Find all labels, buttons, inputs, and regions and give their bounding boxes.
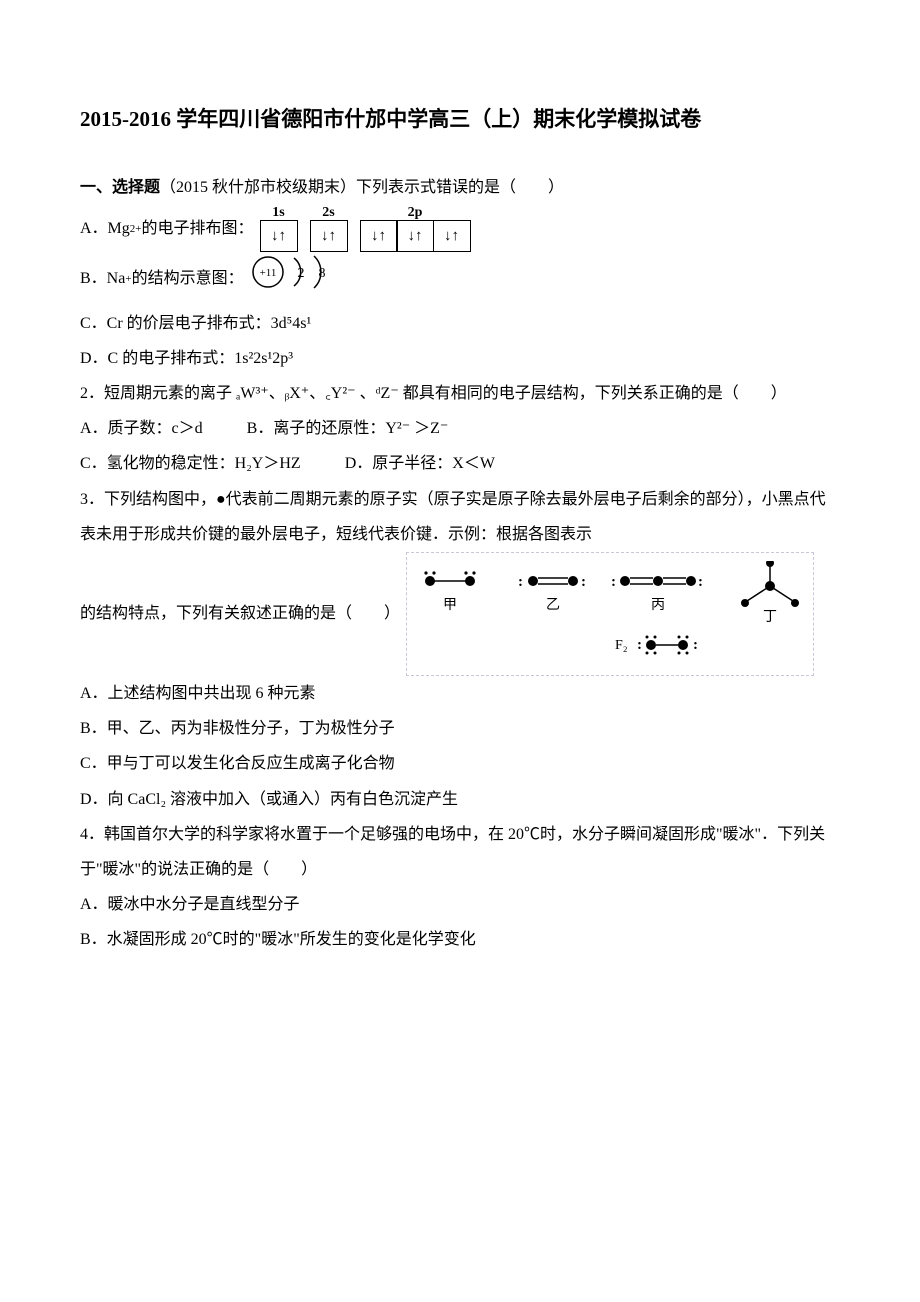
svg-text::: : bbox=[581, 574, 586, 590]
svg-text:F₂: F₂ bbox=[615, 638, 628, 653]
svg-text:丙: 丙 bbox=[651, 598, 665, 613]
q2-stem: 2．短周期元素的离子 ₐW³⁺、ᵦX⁺、꜀Y²⁻ 、ᵈZ⁻ 都具有相同的电子层结… bbox=[80, 376, 840, 411]
orbital-1s-label: 1s bbox=[272, 205, 284, 220]
q2-options-row2: C．氢化物的稳定性：H₂Y＞HZ D．原子半径：X＜W bbox=[80, 446, 840, 481]
q3-stem-part1: 3．下列结构图中，●代表前二周期元素的原子实（原子实是原子除去最外层电子后剩余的… bbox=[80, 482, 840, 552]
section-1-heading: 一、选择题（2015 秋什邡市校级期末）下列表示式错误的是（ ） bbox=[80, 170, 840, 205]
q3-option-a: A．上述结构图中共出现 6 种元素 bbox=[80, 676, 840, 711]
svg-text:乙: 乙 bbox=[546, 597, 560, 613]
orbital-2p-cell-2: ↓↑ bbox=[396, 220, 434, 252]
q3-figure: 甲 : : 乙 : : bbox=[406, 552, 814, 676]
orbital-2s: 2s ↓↑ bbox=[310, 205, 348, 252]
q3-stem-part2: 的结构特点，下列有关叙述正确的是（ ） bbox=[80, 596, 400, 631]
q1-optB-rest: 的结构示意图： bbox=[132, 261, 244, 296]
orbital-2s-cell: ↓↑ bbox=[310, 220, 348, 252]
q1-stem: （2015 秋什邡市校级期末）下列表示式错误的是（ ） bbox=[160, 179, 564, 196]
q1-option-a: A．Mg2+的电子排布图： 1s ↓↑ 2s ↓↑ 2p ↓↑ ↓↑ ↓↑ bbox=[80, 205, 840, 252]
orbital-2p-label: 2p bbox=[408, 205, 423, 220]
q2-option-c: C．氢化物的稳定性：H₂Y＞HZ bbox=[80, 455, 301, 472]
q4-option-a: A．暖冰中水分子是直线型分子 bbox=[80, 887, 840, 922]
q1-option-c: C．Cr 的价层电子排布式：3d⁵4s¹ bbox=[80, 306, 840, 341]
svg-text::: : bbox=[637, 637, 642, 653]
q2-option-d: D．原子半径：X＜W bbox=[345, 455, 495, 472]
q2-options-row1: A．质子数：c＞d B．离子的还原性：Y²⁻ ＞Z⁻ bbox=[80, 411, 840, 446]
svg-text:+11: +11 bbox=[259, 267, 276, 279]
orbital-1s-cell: ↓↑ bbox=[260, 220, 298, 252]
q3-option-c: C．甲与丁可以发生化合反应生成离子化合物 bbox=[80, 746, 840, 781]
orbital-2p-cell-3: ↓↑ bbox=[433, 220, 471, 252]
q1-option-d: D．C 的电子排布式：1s²2s¹2p³ bbox=[80, 341, 840, 376]
orbital-1s: 1s ↓↑ bbox=[260, 205, 298, 252]
svg-text::: : bbox=[698, 574, 703, 590]
section-1-label: 一、选择题 bbox=[80, 179, 160, 196]
q4-option-b: B．水凝固形成 20℃时的"暖冰"所发生的变化是化学变化 bbox=[80, 922, 840, 957]
svg-text::: : bbox=[693, 637, 698, 653]
q1-optB-prefix: B．Na bbox=[80, 261, 125, 296]
svg-text:8: 8 bbox=[318, 266, 325, 281]
orbital-2p-cell-1: ↓↑ bbox=[360, 220, 398, 252]
orbital-2s-label: 2s bbox=[322, 205, 334, 220]
q1-optA-rest: 的电子排布图： bbox=[142, 211, 254, 246]
q1-optA-charge: 2+ bbox=[130, 217, 142, 241]
q3-option-b: B．甲、乙、丙为非极性分子，丁为极性分子 bbox=[80, 711, 840, 746]
page-title: 2015-2016 学年四川省德阳市什邡中学高三（上）期末化学模拟试卷 bbox=[80, 100, 840, 140]
q3-stem-row: 的结构特点，下列有关叙述正确的是（ ） 甲 : : 乙 bbox=[80, 552, 840, 676]
q2-option-b: B．离子的还原性：Y²⁻ ＞Z⁻ bbox=[247, 420, 449, 437]
q2-option-a: A．质子数：c＞d bbox=[80, 420, 203, 437]
q3-option-d: D．向 CaCl₂ 溶液中加入（或通入）丙有白色沉淀产生 bbox=[80, 782, 840, 817]
orbital-2p: 2p ↓↑ ↓↑ ↓↑ bbox=[360, 205, 471, 252]
q4-stem: 4．韩国首尔大学的科学家将水置于一个足够强的电场中，在 20℃时，水分子瞬间凝固… bbox=[80, 817, 840, 887]
svg-text::: : bbox=[518, 574, 523, 590]
svg-text:丁: 丁 bbox=[763, 610, 777, 625]
q1-optA-prefix: A．Mg bbox=[80, 211, 130, 246]
svg-text:甲: 甲 bbox=[443, 598, 457, 613]
svg-text::: : bbox=[611, 574, 616, 590]
na-atom-diagram: +11 2 8 bbox=[248, 252, 358, 305]
q1-option-b: B．Na+的结构示意图： +11 2 8 bbox=[80, 252, 840, 305]
svg-text:2: 2 bbox=[297, 266, 304, 281]
